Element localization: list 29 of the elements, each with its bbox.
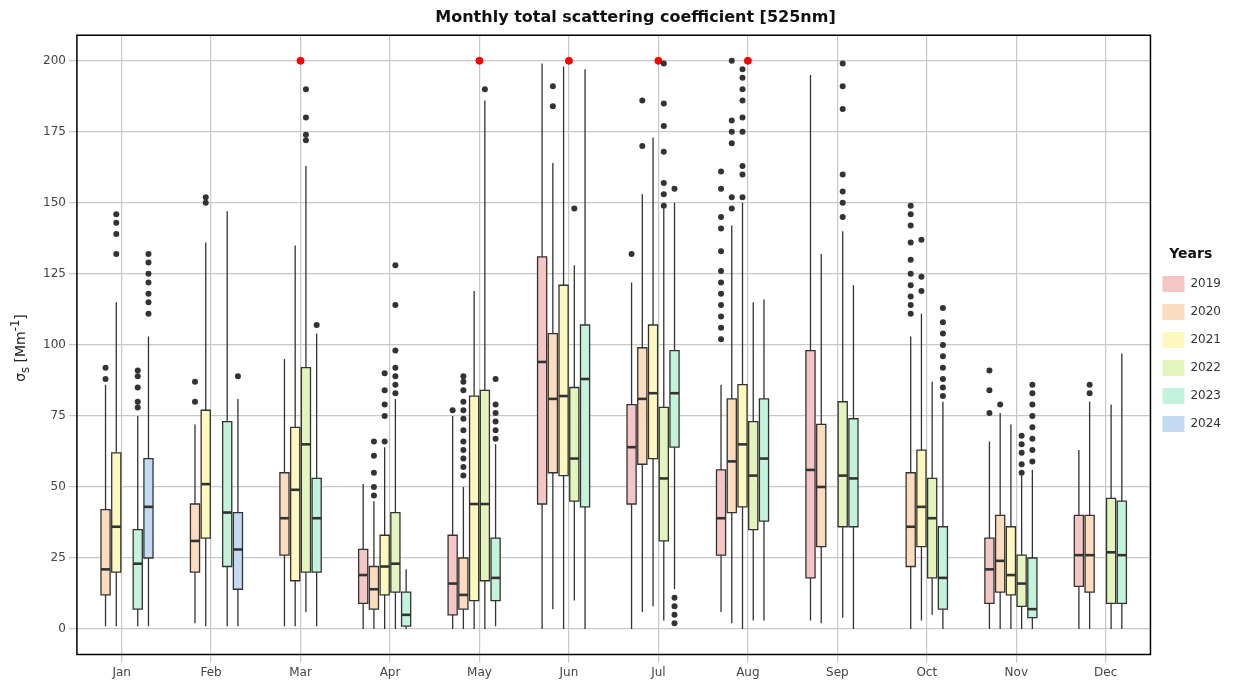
y-tick-label: 175 <box>43 123 66 138</box>
legend-label: 2022 <box>1190 360 1222 375</box>
legend-label: 2021 <box>1190 332 1222 347</box>
x-tick-label: Jan <box>111 664 131 679</box>
y-tick-label: 100 <box>43 337 66 352</box>
x-tick-label: Oct <box>916 664 938 679</box>
x-tick-label: Feb <box>200 664 222 679</box>
x-tick-label: Jul <box>650 664 666 679</box>
x-tick-label: Nov <box>1004 664 1028 679</box>
y-tick-label: 200 <box>43 52 66 67</box>
legend-label: 2020 <box>1190 304 1222 319</box>
chart-title: Monthly total scattering coefficient [525nm] <box>435 6 836 26</box>
legend-title: Years <box>1168 244 1213 261</box>
x-tick-label: Dec <box>1094 664 1118 679</box>
legend-label: 2019 <box>1190 276 1222 291</box>
legend-label: 2023 <box>1190 388 1222 403</box>
y-tick-label: 150 <box>43 194 66 209</box>
x-tick-label: Aug <box>736 664 760 679</box>
x-tick-label: Apr <box>379 664 401 679</box>
x-tick-label: Sep <box>826 664 849 679</box>
y-tick-label: 125 <box>43 265 66 280</box>
x-tick-label: Mar <box>289 664 312 679</box>
legend-label: 2024 <box>1190 416 1222 431</box>
x-tick-label: May <box>467 664 492 679</box>
y-tick-label: 25 <box>50 550 66 565</box>
x-tick-label: Jun <box>558 664 579 679</box>
y-tick-label: 75 <box>50 408 66 423</box>
y-tick-label: 50 <box>50 479 66 494</box>
y-tick-label: 0 <box>58 621 66 636</box>
